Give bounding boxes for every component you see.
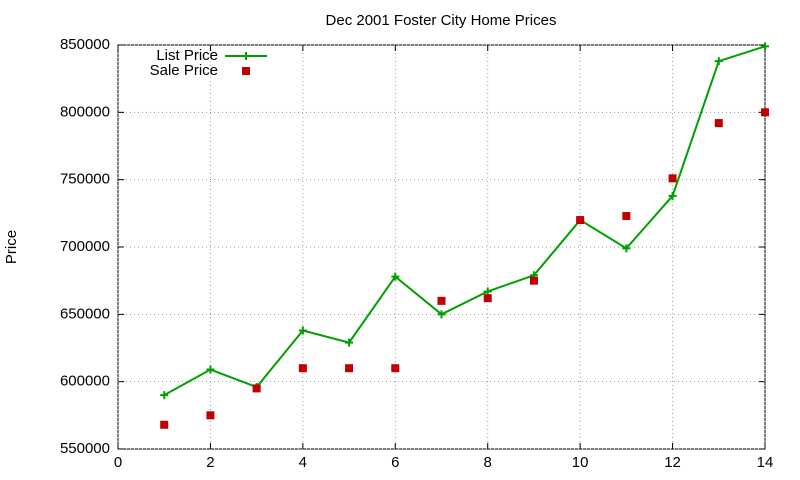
x-tick-label: 4 [299, 454, 307, 471]
point [668, 191, 677, 200]
x-tick-label: 0 [114, 454, 122, 471]
point [668, 174, 677, 183]
y-tick-label: 550000 [60, 440, 110, 457]
point [576, 216, 585, 225]
y-tick-label: 800000 [60, 103, 110, 120]
point [622, 212, 631, 221]
point [529, 276, 538, 285]
point [252, 384, 261, 393]
y-tick-label: 650000 [60, 305, 110, 322]
point [160, 420, 169, 429]
x-tick-label: 6 [391, 454, 399, 471]
x-tick-label: 8 [484, 454, 492, 471]
point [345, 338, 354, 347]
point [483, 287, 492, 296]
point [761, 108, 769, 117]
y-tick-label: 700000 [60, 238, 110, 255]
point [160, 391, 169, 400]
x-tick-label: 14 [757, 454, 774, 471]
point [298, 364, 307, 373]
point [206, 411, 215, 420]
point [206, 365, 215, 374]
plot-frame [117, 44, 766, 450]
x-tick-label: 12 [664, 454, 681, 471]
y-tick-label: 850000 [60, 36, 110, 53]
y-tick-label: 600000 [60, 373, 110, 390]
series-line [163, 45, 766, 397]
point [761, 42, 769, 51]
point [483, 294, 492, 303]
x-tick-label: 2 [206, 454, 214, 471]
legend-label: Sale Price [150, 62, 218, 79]
legend-marker [242, 52, 250, 60]
point [391, 272, 400, 281]
point [714, 57, 723, 66]
x-tick-label: 10 [572, 454, 589, 471]
y-tick-label: 750000 [60, 171, 110, 188]
chart-title: Dec 2001 Foster City Home Prices [326, 12, 557, 29]
legend-marker [242, 67, 250, 75]
legend-label: List Price [156, 47, 218, 64]
point [437, 296, 446, 305]
point [437, 310, 446, 319]
point [622, 244, 631, 253]
point [391, 364, 400, 373]
y-axis-label: Price [3, 230, 20, 264]
point [345, 364, 354, 373]
point [714, 119, 723, 128]
point [298, 326, 307, 335]
